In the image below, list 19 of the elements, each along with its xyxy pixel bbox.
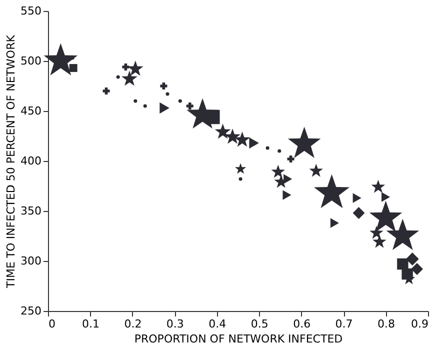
y-tick-label: 550 bbox=[20, 4, 42, 18]
x-tick-label: 0.5 bbox=[250, 318, 268, 330]
y-tick-label: 400 bbox=[20, 154, 42, 168]
x-tick-label: 0.9 bbox=[411, 318, 428, 330]
x-tick-label: 0 bbox=[48, 318, 56, 330]
x-tick-label: 0.3 bbox=[166, 318, 184, 330]
y-tick-label: 500 bbox=[20, 54, 42, 68]
y-axis-title: TIME TO INFECTED 50 PERCENT OF NETWORK bbox=[4, 34, 18, 289]
x-tick-label: 0.6 bbox=[293, 318, 311, 330]
y-tick-label: 250 bbox=[20, 304, 42, 318]
x-tick-label: 0.4 bbox=[208, 318, 226, 330]
x-axis-title: PROPORTION OF NETWORK INFECTED bbox=[134, 332, 343, 346]
x-tick-label: 0.8 bbox=[378, 318, 396, 330]
x-tick-label: 0.7 bbox=[335, 318, 353, 330]
x-tick-label: 0.2 bbox=[124, 318, 142, 330]
y-tick-label: 350 bbox=[20, 204, 42, 218]
y-tick-label: 450 bbox=[20, 104, 42, 118]
y-tick-label: 300 bbox=[20, 254, 42, 268]
x-tick-label: 0.1 bbox=[82, 318, 100, 330]
